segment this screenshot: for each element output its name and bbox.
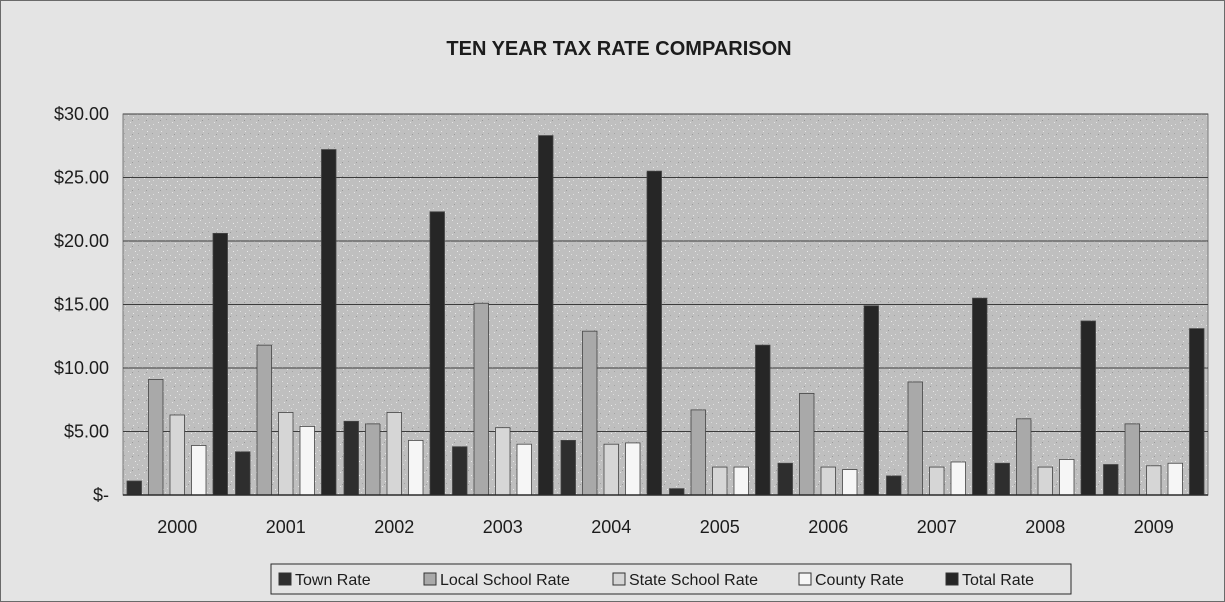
bar-local-school-rate-2009: [1124, 423, 1140, 496]
bar-local-school-rate-2006: [799, 392, 815, 496]
bar-local-school-rate-2001: [256, 344, 272, 496]
legend-swatch: [423, 572, 437, 586]
bar-county-rate-2006: [842, 469, 858, 496]
bar-state-school-rate-2000: [169, 414, 185, 496]
legend-swatch: [612, 572, 626, 586]
bar-town-rate-2003: [452, 446, 468, 496]
bar-state-school-rate-2004: [603, 443, 619, 496]
legend-box: [270, 563, 1072, 595]
legend-label: Local School Rate: [440, 572, 570, 589]
legend-swatch: [278, 572, 292, 586]
bar-county-rate-2000: [191, 445, 207, 496]
legend-label: Total Rate: [962, 572, 1034, 589]
y-tick-label: $-: [93, 485, 109, 505]
bar-total-rate-2005: [755, 344, 771, 496]
legend-label: County Rate: [815, 572, 904, 589]
x-tick-label: 2009: [1134, 517, 1174, 537]
bar-total-rate-2006: [863, 305, 879, 496]
bar-total-rate-2007: [972, 297, 988, 496]
bar-state-school-rate-2007: [929, 466, 945, 496]
bar-state-school-rate-2006: [820, 466, 836, 496]
bar-county-rate-2005: [733, 466, 749, 496]
bar-town-rate-2007: [886, 475, 902, 496]
bar-total-rate-2008: [1080, 320, 1096, 496]
y-tick-label: $25.00: [54, 168, 109, 188]
bar-total-rate-2000: [212, 232, 228, 496]
bar-county-rate-2003: [516, 443, 532, 496]
bar-town-rate-2002: [343, 420, 359, 496]
bar-county-rate-2009: [1167, 462, 1183, 496]
bar-town-rate-2000: [126, 480, 142, 496]
x-tick-label: 2003: [483, 517, 523, 537]
bar-local-school-rate-2003: [473, 302, 489, 496]
bar-town-rate-2008: [994, 462, 1010, 496]
bar-county-rate-2007: [950, 461, 966, 496]
bar-county-rate-2008: [1059, 459, 1075, 496]
bar-town-rate-2001: [235, 451, 251, 496]
bar-local-school-rate-2005: [690, 409, 706, 496]
legend-swatch: [798, 572, 812, 586]
x-tick-label: 2000: [157, 517, 197, 537]
bar-total-rate-2004: [646, 170, 662, 496]
x-tick-label: 2007: [917, 517, 957, 537]
bar-local-school-rate-2002: [365, 423, 381, 496]
x-tick-label: 2005: [700, 517, 740, 537]
y-tick-label: $30.00: [54, 104, 109, 124]
x-tick-label: 2001: [266, 517, 306, 537]
bar-total-rate-2002: [429, 211, 445, 496]
legend-swatch: [945, 572, 959, 586]
y-tick-label: $10.00: [54, 358, 109, 378]
chart-title: TEN YEAR TAX RATE COMPARISON: [446, 38, 791, 60]
x-tick-label: 2004: [591, 517, 631, 537]
bar-local-school-rate-2007: [907, 381, 923, 496]
bar-town-rate-2005: [669, 488, 685, 496]
bar-town-rate-2009: [1103, 464, 1119, 496]
bar-town-rate-2006: [777, 462, 793, 496]
bar-county-rate-2002: [408, 439, 424, 496]
x-tick-label: 2002: [374, 517, 414, 537]
bar-local-school-rate-2000: [148, 379, 164, 496]
bar-total-rate-2001: [321, 149, 337, 496]
bar-state-school-rate-2002: [386, 412, 402, 496]
bar-state-school-rate-2003: [495, 427, 511, 496]
y-tick-label: $5.00: [64, 422, 109, 442]
bar-state-school-rate-2001: [278, 412, 294, 496]
bar-state-school-rate-2005: [712, 466, 728, 496]
legend-label: State School Rate: [629, 572, 758, 589]
x-tick-label: 2006: [808, 517, 848, 537]
bar-local-school-rate-2008: [1016, 418, 1032, 496]
y-tick-label: $15.00: [54, 295, 109, 315]
bar-county-rate-2001: [299, 426, 315, 496]
bar-total-rate-2009: [1189, 328, 1205, 496]
y-tick-label: $20.00: [54, 231, 109, 251]
x-tick-label: 2008: [1025, 517, 1065, 537]
bar-total-rate-2003: [538, 135, 554, 496]
bar-town-rate-2004: [560, 439, 576, 496]
bar-state-school-rate-2009: [1146, 465, 1162, 496]
bar-local-school-rate-2004: [582, 330, 598, 496]
legend-label: Town Rate: [295, 572, 371, 589]
bar-county-rate-2004: [625, 442, 641, 496]
bar-state-school-rate-2008: [1037, 466, 1053, 496]
